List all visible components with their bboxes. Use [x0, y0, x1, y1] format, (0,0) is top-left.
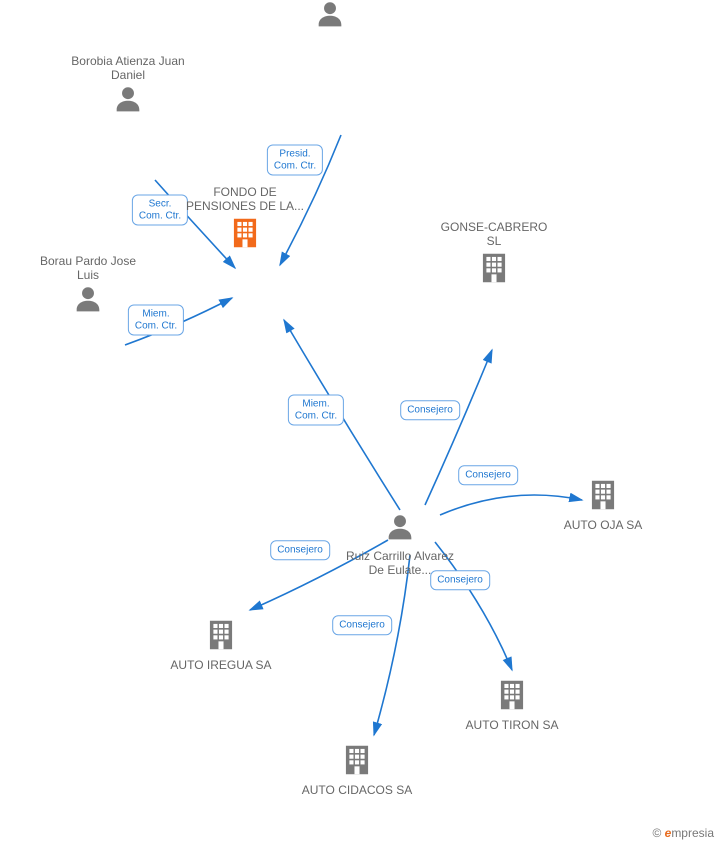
node-cidacos[interactable]: AUTO CIDACOS SA: [297, 741, 417, 797]
copyright-symbol: ©: [652, 826, 661, 840]
node-oja[interactable]: AUTO OJA SA: [543, 476, 663, 532]
node-label: AUTO OJA SA: [543, 518, 663, 532]
edge-label-ruiz-oja: Consejero: [458, 465, 518, 485]
node-borobia[interactable]: Borobia Atienza Juan Daniel: [68, 54, 188, 121]
node-fondo[interactable]: FONDO DE PENSIONES DE LA...: [185, 185, 305, 256]
node-ruiz[interactable]: Ruiz Carrillo Alvarez De Eulate...: [340, 511, 460, 578]
building-icon: [475, 249, 513, 287]
node-label: AUTO IREGUA SA: [161, 658, 281, 672]
edge-ruiz-cidacos: [374, 555, 410, 735]
building-icon: [226, 214, 264, 252]
node-iregua[interactable]: AUTO IREGUA SA: [161, 616, 281, 672]
edge-label-ruiz-fondo: Miem.Com. Ctr.: [288, 395, 344, 426]
edge-label-borobia-fondo: Secr.Com. Ctr.: [132, 195, 188, 226]
node-label: AUTO CIDACOS SA: [297, 783, 417, 797]
building-icon: [202, 616, 240, 654]
edge-label-soro-fondo: Presid.Com. Ctr.: [267, 145, 323, 176]
edge-label-ruiz-iregua: Consejero: [270, 540, 330, 560]
person-icon: [383, 511, 417, 545]
building-icon: [338, 741, 376, 779]
footer-attribution: © empresia: [652, 826, 714, 840]
node-label: FONDO DE PENSIONES DE LA...: [185, 185, 305, 214]
node-label: GONSE-CABRERO SL: [434, 220, 554, 249]
edge-label-ruiz-cidacos: Consejero: [332, 615, 392, 635]
diagram-canvas: Presid.Com. Ctr. Secr.Com. Ctr. Miem.Com. …: [0, 0, 728, 850]
person-icon: [71, 283, 105, 317]
node-soro[interactable]: Soro Lopez Joaquin: [270, 0, 390, 36]
node-borau[interactable]: Borau Pardo Jose Luis: [28, 254, 148, 321]
edge-label-ruiz-gonse: Consejero: [400, 400, 460, 420]
node-tiron[interactable]: AUTO TIRON SA: [452, 676, 572, 732]
node-label: Ruiz Carrillo Alvarez De Eulate...: [340, 549, 460, 578]
node-label: Borobia Atienza Juan Daniel: [68, 54, 188, 83]
node-label: AUTO TIRON SA: [452, 718, 572, 732]
person-icon: [313, 0, 347, 32]
brand-rest: mpresia: [671, 826, 714, 840]
building-icon: [584, 476, 622, 514]
edges-layer: [0, 0, 728, 850]
node-gonse[interactable]: GONSE-CABRERO SL: [434, 220, 554, 291]
node-label: Borau Pardo Jose Luis: [28, 254, 148, 283]
person-icon: [111, 83, 145, 117]
building-icon: [493, 676, 531, 714]
